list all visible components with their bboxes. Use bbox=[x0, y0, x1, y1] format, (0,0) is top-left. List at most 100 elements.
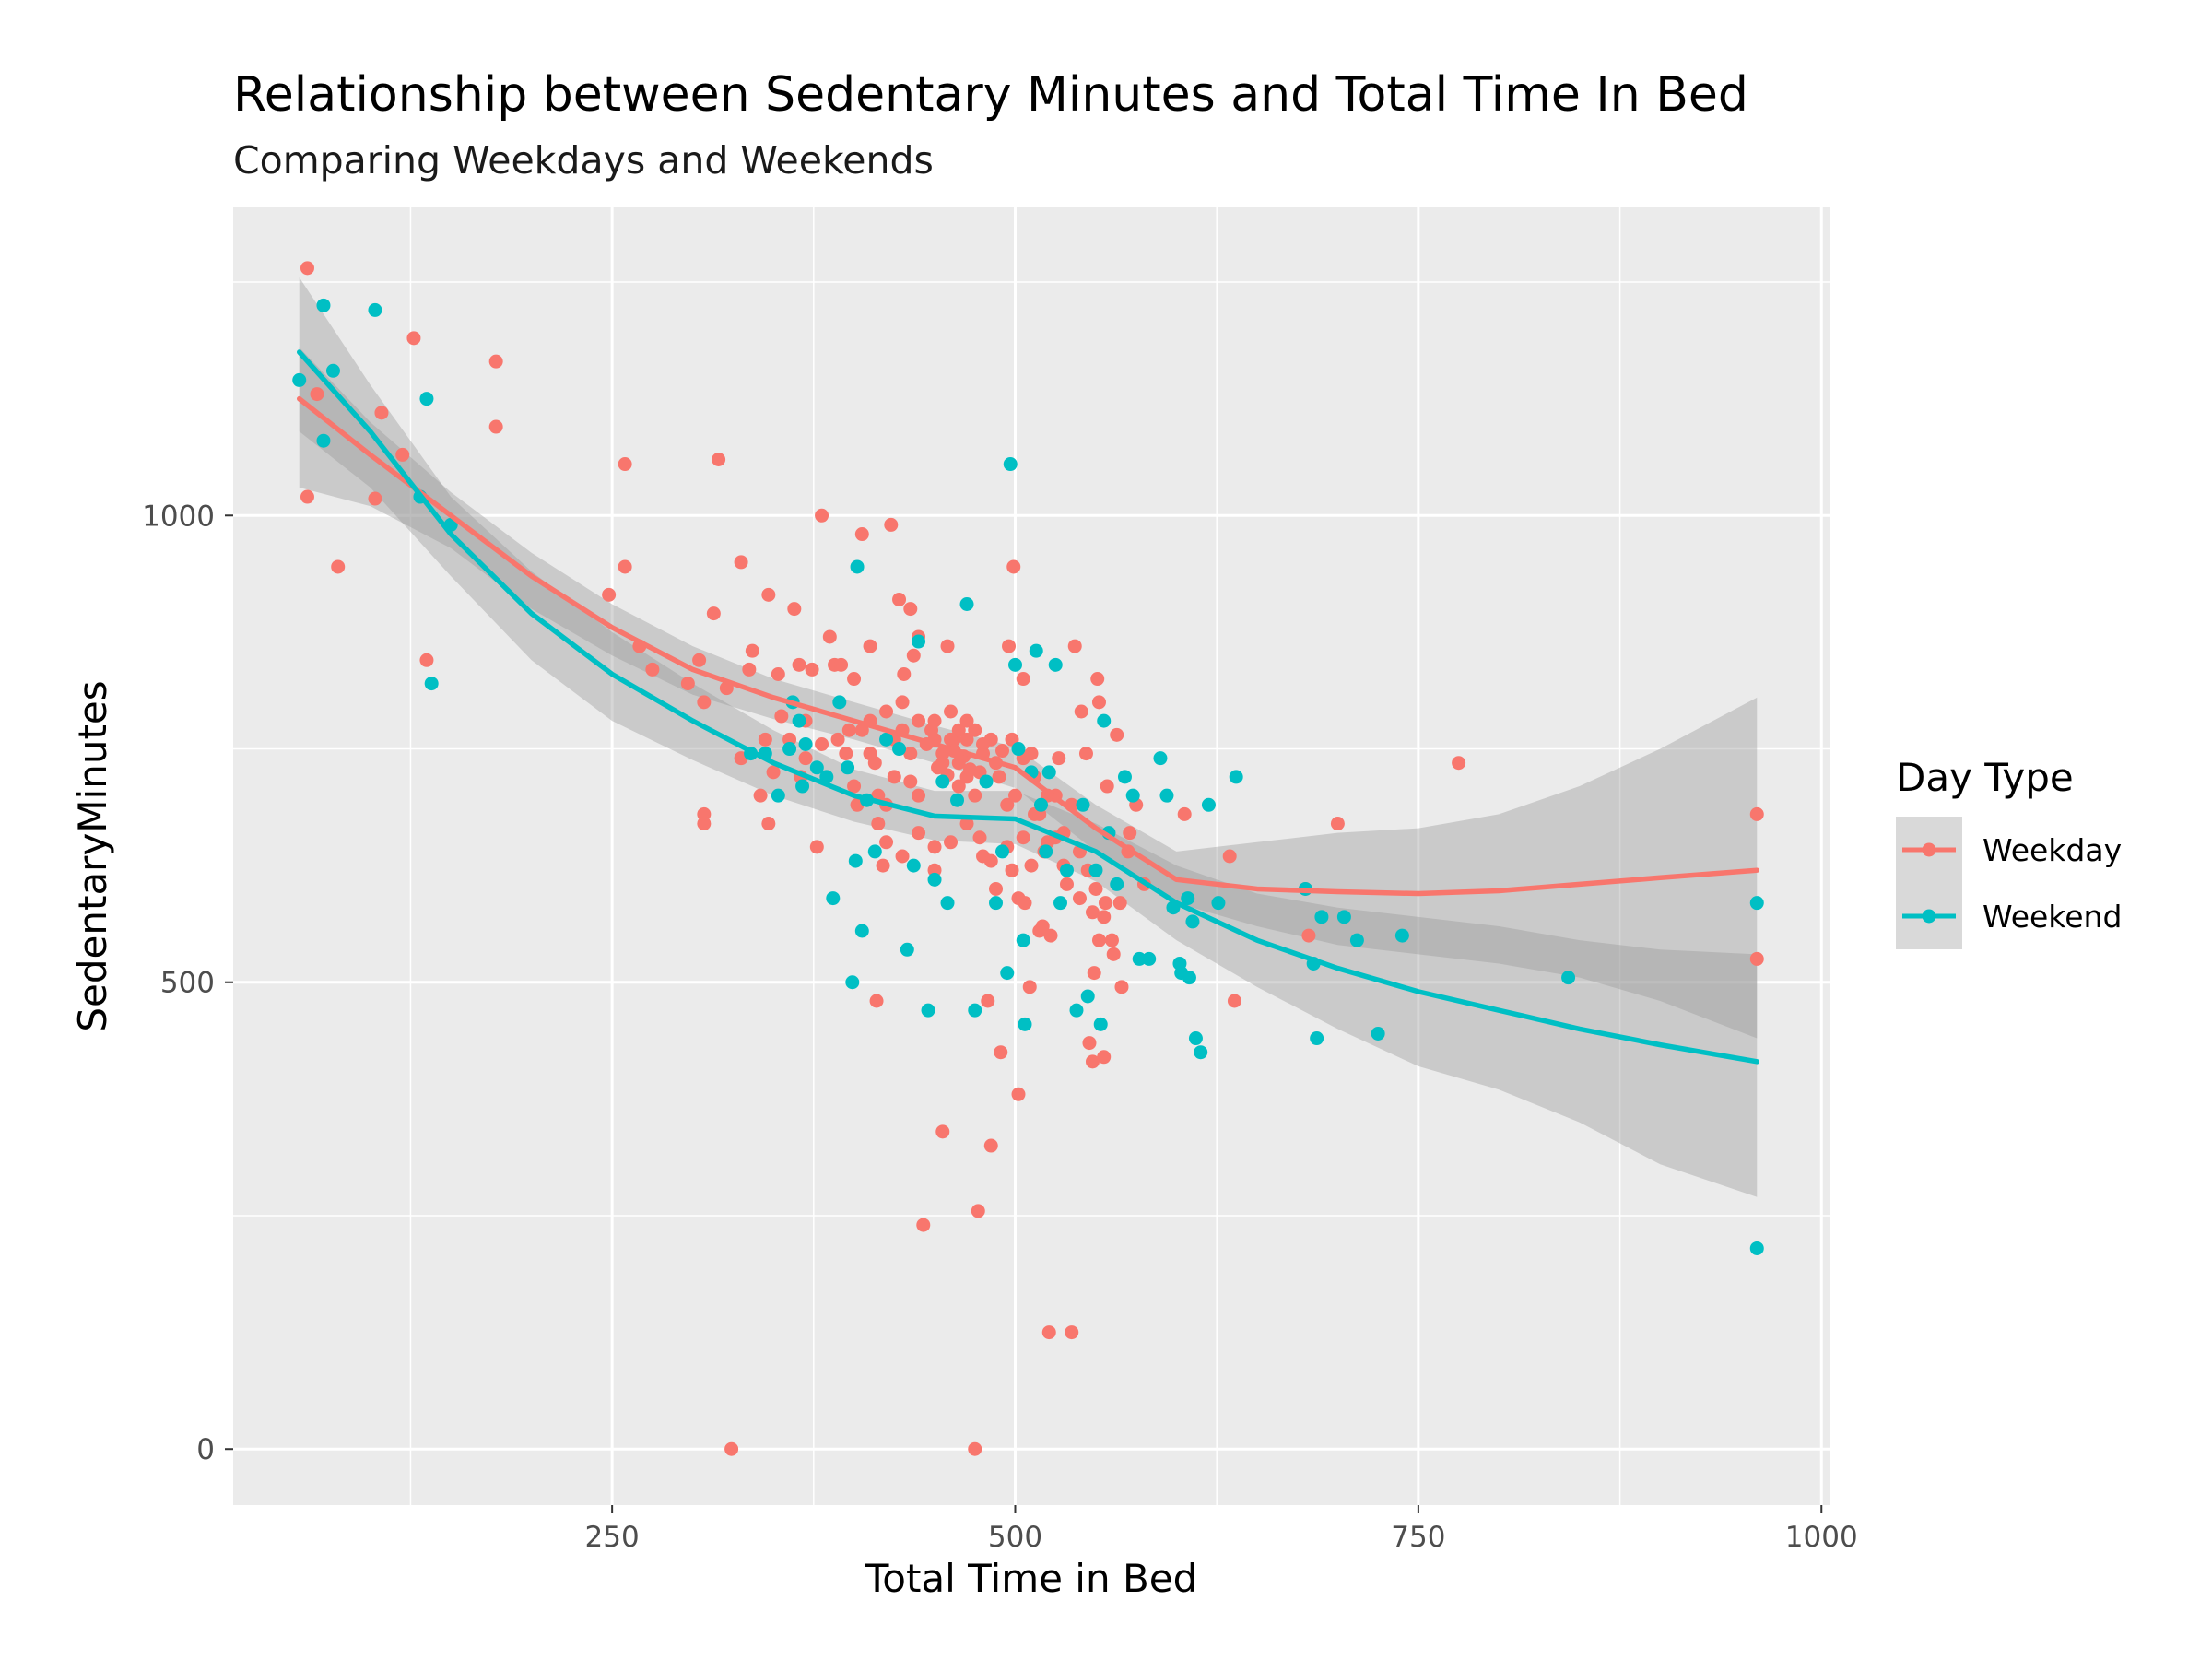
point-weekday bbox=[1114, 980, 1129, 994]
point-weekend bbox=[989, 896, 1004, 911]
point-weekday bbox=[854, 527, 869, 542]
point-weekend bbox=[771, 788, 785, 803]
point-weekend bbox=[1076, 797, 1090, 812]
point-weekday bbox=[1018, 896, 1032, 911]
point-weekday bbox=[1022, 980, 1037, 994]
point-weekend bbox=[316, 433, 331, 448]
point-weekday bbox=[1091, 933, 1106, 947]
point-weekday bbox=[906, 648, 921, 663]
point-weekday bbox=[798, 751, 813, 766]
point-weekday bbox=[1091, 695, 1106, 710]
point-weekday bbox=[1041, 1325, 1056, 1340]
point-weekend bbox=[1041, 765, 1056, 780]
point-weekday bbox=[968, 1441, 982, 1456]
point-weekend bbox=[1029, 643, 1043, 658]
point-weekday bbox=[1222, 849, 1237, 864]
point-weekend bbox=[995, 844, 1010, 859]
point-weekday bbox=[912, 788, 926, 803]
point-weekday bbox=[981, 994, 995, 1008]
trend-line-weekend bbox=[296, 349, 1760, 1065]
point-weekday bbox=[753, 788, 768, 803]
point-weekday bbox=[1085, 1054, 1100, 1069]
point-weekend bbox=[841, 760, 855, 775]
point-weekday bbox=[903, 602, 918, 617]
point-weekend bbox=[832, 695, 847, 710]
point-weekday bbox=[310, 387, 324, 402]
point-weekend bbox=[1110, 877, 1124, 891]
point-weekday bbox=[822, 629, 837, 644]
point-weekday bbox=[1100, 779, 1114, 794]
point-weekend bbox=[316, 298, 331, 312]
point-weekday bbox=[834, 657, 849, 672]
point-weekday bbox=[1227, 994, 1241, 1008]
point-weekday bbox=[992, 770, 1006, 784]
point-weekday bbox=[1052, 751, 1066, 766]
point-weekday bbox=[976, 736, 991, 751]
point-weekend bbox=[1314, 910, 1329, 924]
point-weekend bbox=[854, 924, 869, 938]
point-weekend bbox=[848, 853, 863, 868]
legend-label-weekday: Weekday bbox=[1983, 832, 2122, 868]
point-weekday bbox=[1078, 747, 1093, 761]
point-weekday bbox=[944, 704, 959, 719]
point-weekday bbox=[792, 657, 806, 672]
point-weekend bbox=[1059, 863, 1074, 877]
legend-key-weekend: Weekend bbox=[1902, 899, 2122, 935]
point-weekend bbox=[850, 559, 865, 574]
point-weekend bbox=[900, 942, 914, 957]
point-weekend bbox=[1749, 896, 1764, 911]
point-weekend bbox=[826, 891, 841, 906]
point-weekday bbox=[1016, 830, 1030, 845]
point-weekday bbox=[761, 587, 776, 602]
point-weekday bbox=[1749, 806, 1764, 821]
point-weekend bbox=[782, 742, 797, 757]
confidence-bands bbox=[299, 276, 1758, 1197]
x-tick-label: 750 bbox=[1391, 1521, 1445, 1554]
point-weekday bbox=[1090, 672, 1105, 687]
point-weekday bbox=[863, 639, 877, 653]
point-weekend bbox=[1229, 770, 1243, 784]
point-weekday bbox=[912, 826, 926, 841]
point-weekday bbox=[903, 747, 918, 761]
point-weekend bbox=[1080, 989, 1095, 1004]
point-weekday bbox=[1024, 858, 1039, 873]
point-weekend bbox=[1033, 797, 1048, 812]
point-weekend bbox=[892, 742, 907, 757]
point-weekday bbox=[300, 489, 314, 504]
point-weekday bbox=[869, 994, 884, 1008]
point-weekday bbox=[706, 606, 721, 621]
point-weekend bbox=[424, 677, 439, 691]
point-weekday bbox=[1059, 877, 1074, 891]
point-weekday bbox=[771, 666, 785, 681]
point-weekday bbox=[1110, 727, 1124, 742]
point-weekday bbox=[766, 765, 781, 780]
point-weekday bbox=[968, 788, 982, 803]
point-weekday bbox=[994, 1045, 1008, 1060]
point-weekend bbox=[1749, 1241, 1764, 1255]
point-weekday bbox=[1749, 951, 1764, 966]
point-weekend bbox=[959, 597, 974, 612]
x-tick-label: 250 bbox=[585, 1521, 640, 1554]
point-weekday bbox=[1065, 1325, 1079, 1340]
point-weekday bbox=[1011, 1087, 1026, 1101]
point-weekday bbox=[645, 662, 660, 677]
point-weekend bbox=[1039, 844, 1053, 859]
point-weekday bbox=[876, 858, 890, 873]
point-weekend bbox=[1182, 971, 1196, 985]
point-weekday bbox=[944, 835, 959, 850]
point-weekday bbox=[927, 840, 942, 854]
legend: Day Type Weekday Weekend bbox=[1896, 755, 2122, 949]
point-weekday bbox=[983, 853, 998, 868]
point-weekend bbox=[792, 713, 806, 728]
point-weekday bbox=[892, 592, 907, 606]
point-weekday bbox=[924, 723, 939, 737]
point-weekend bbox=[368, 302, 382, 317]
point-weekday bbox=[488, 354, 503, 369]
point-weekday bbox=[879, 835, 894, 850]
point-weekday bbox=[931, 760, 946, 775]
point-weekday bbox=[887, 770, 901, 784]
point-weekend bbox=[935, 774, 950, 789]
point-weekend bbox=[1561, 971, 1576, 985]
point-weekend bbox=[1011, 742, 1026, 757]
point-weekday bbox=[1088, 881, 1103, 896]
